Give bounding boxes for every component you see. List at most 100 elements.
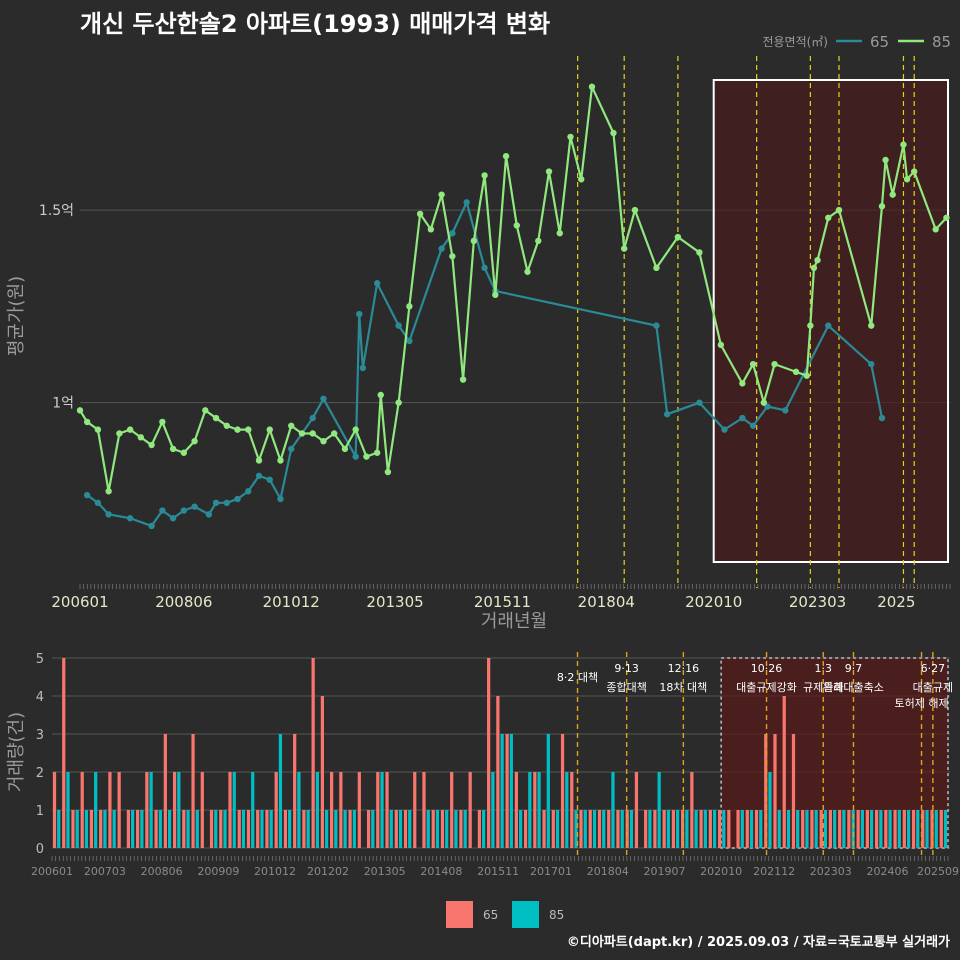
price-x-tick-label: 200601 <box>51 593 108 611</box>
volume-bar-85 <box>607 810 611 848</box>
volume-bar-65 <box>75 810 79 848</box>
series-85-point <box>126 426 134 433</box>
series-85-point <box>492 291 499 299</box>
volume-bar-85 <box>320 696 324 848</box>
volume-bar-65 <box>777 810 781 848</box>
volume-bar-65 <box>768 772 772 848</box>
price-highlight-range <box>712 79 949 563</box>
series-65-point <box>868 360 875 368</box>
policy-annotation-date: 12·16 <box>668 662 700 675</box>
series-85-point <box>900 141 907 148</box>
volume-bar-65 <box>315 772 319 848</box>
volume-bar-65 <box>629 810 634 848</box>
series-65-point <box>696 399 703 406</box>
volume-x-tick-label: 201202 <box>307 865 349 878</box>
series-85-point <box>470 237 478 245</box>
series-65-line <box>83 199 886 530</box>
volume-bar-85 <box>819 810 823 848</box>
volume-bar-85 <box>736 810 740 848</box>
volume-x-tick-label: 200703 <box>84 865 126 878</box>
policy-annotation-label: 토허제 해제 <box>894 696 948 710</box>
price-x-tick-label: 201305 <box>366 593 423 611</box>
series-85-point <box>277 457 284 464</box>
series-85-point <box>223 422 230 429</box>
volume-panel: 8·2 대책 9·13 종합대책 12·16 18차 대책 10·26 대출규제강화 1·3 규… <box>6 652 959 928</box>
volume-bar-85 <box>145 772 149 848</box>
volume-x-tick-label: 201408 <box>420 865 462 878</box>
volume-bar-85 <box>274 772 278 848</box>
volume-bar-85 <box>459 810 463 848</box>
series-85-point <box>674 233 682 241</box>
volume-y-ticks: 0 1 2 3 4 5 <box>36 652 44 857</box>
volume-bar-85 <box>357 772 361 848</box>
series-65-point <box>373 280 381 287</box>
series-85-point <box>449 253 456 260</box>
volume-bar-65 <box>611 772 615 848</box>
volume-bar-85 <box>283 810 288 848</box>
series-85-point <box>137 434 145 441</box>
series-85-point <box>545 168 553 175</box>
series-85-point <box>159 418 166 426</box>
series-85-point <box>330 430 338 437</box>
volume-bar-65 <box>491 772 495 848</box>
series-65-point <box>481 264 488 272</box>
volume-bar-65 <box>943 810 948 848</box>
volume-bar-65 <box>112 810 116 848</box>
series-65-point <box>180 507 188 514</box>
volume-bar-65 <box>814 810 818 848</box>
volume-bar-65 <box>823 810 828 848</box>
series-85-point <box>771 360 778 368</box>
volume-bar-65 <box>324 810 329 848</box>
volume-y-tick-label: 3 <box>36 728 44 743</box>
volume-bar-65 <box>888 810 892 848</box>
series-65-point <box>223 499 230 507</box>
volume-bar-65 <box>583 810 587 848</box>
volume-bar-65 <box>897 810 901 848</box>
volume-bar-85 <box>930 810 934 848</box>
volume-bar-65 <box>712 810 717 848</box>
series-85-point <box>363 453 370 460</box>
price-y-axis-label: 평균가(원) <box>6 276 27 356</box>
series-85-point <box>352 426 359 433</box>
series-85-point <box>320 437 327 445</box>
volume-bar-85 <box>791 734 796 848</box>
volume-bar-85 <box>939 810 943 848</box>
volume-x-tick-label: 201305 <box>364 865 406 878</box>
series-65-point <box>356 310 363 318</box>
volume-y-tick-label: 0 <box>36 842 44 857</box>
volume-bar-65 <box>574 810 578 848</box>
volume-bar-65 <box>879 810 883 848</box>
volume-bar-65 <box>223 810 227 848</box>
volume-bar-65 <box>131 810 135 848</box>
volume-bar-85 <box>727 810 731 848</box>
series-65-point <box>749 422 757 429</box>
series-85-point <box>298 430 306 437</box>
legend-bar-label-65: 65 <box>483 908 498 922</box>
volume-bar-65 <box>842 810 846 848</box>
volume-bar-85 <box>487 658 491 848</box>
series-65-point <box>878 414 886 422</box>
volume-bar-65 <box>278 734 283 848</box>
volume-x-tick-label: 202112 <box>753 865 795 878</box>
volume-bar-65 <box>685 810 689 848</box>
volume-bar-65 <box>195 810 199 848</box>
volume-bar-85 <box>662 810 666 848</box>
volume-bar-85 <box>172 772 177 848</box>
volume-bar-85 <box>52 772 57 848</box>
volume-bar-65 <box>177 772 181 848</box>
series-65-point <box>463 199 470 206</box>
volume-bar-65 <box>916 810 920 848</box>
series-85-point <box>739 380 746 387</box>
price-y-ticks: 1억 1.5억 <box>39 203 74 412</box>
series-85-point <box>513 222 520 229</box>
volume-bar-85 <box>828 810 833 848</box>
volume-bar-85 <box>579 810 583 848</box>
volume-bar-65 <box>509 734 513 848</box>
volume-bar-85 <box>773 734 777 848</box>
volume-bar-65 <box>482 810 486 848</box>
volume-bar-85 <box>690 772 694 848</box>
volume-bar-85 <box>302 810 306 848</box>
series-65-point <box>105 511 112 518</box>
series-85-point <box>406 303 413 310</box>
